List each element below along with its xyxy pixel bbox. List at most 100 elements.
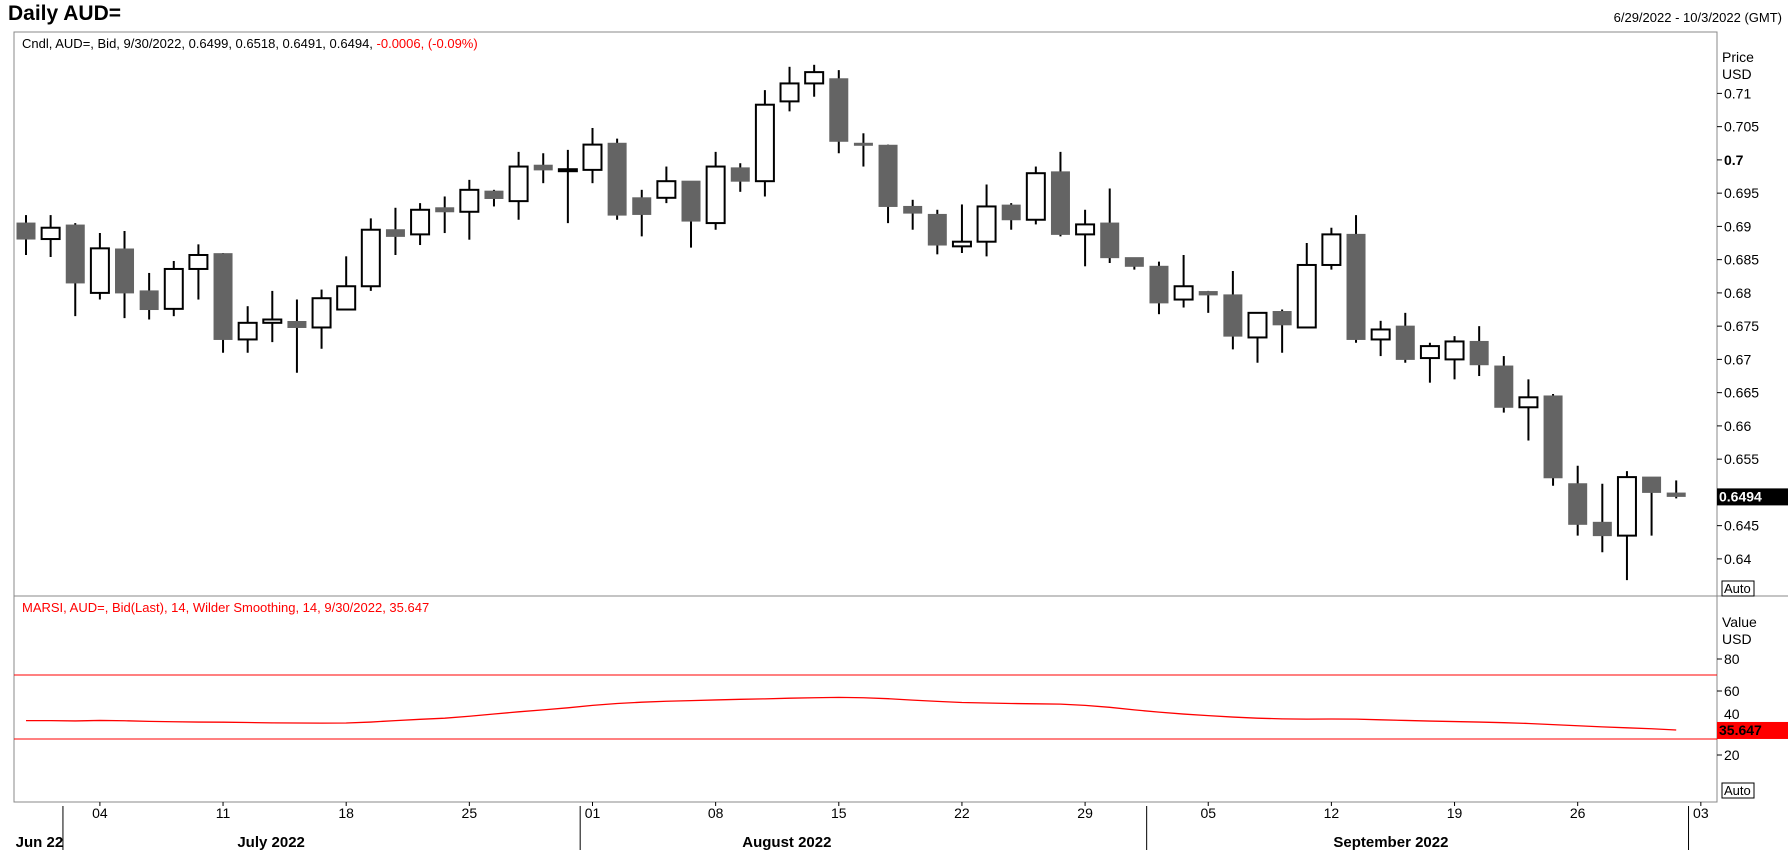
candle[interactable] [459,179,480,240]
candle[interactable] [853,133,873,167]
candle-body-up [705,165,726,225]
candle[interactable] [1025,166,1046,225]
candle[interactable] [1149,261,1169,315]
candle[interactable] [89,233,110,300]
candle[interactable] [410,203,431,246]
candle[interactable] [1346,215,1366,343]
price-tick-label: 0.69 [1724,218,1751,234]
candle[interactable] [1666,480,1686,499]
candle[interactable] [681,180,701,248]
candle-body-down [681,180,701,222]
candle[interactable] [484,189,504,207]
candle[interactable] [951,204,972,253]
plot-frame [13,31,1718,803]
candle[interactable] [1370,320,1391,357]
rsi-tick-label: 60 [1724,683,1740,699]
candle[interactable] [754,90,775,197]
candle-body-down [1666,492,1686,497]
rsi-tick-label: 80 [1724,651,1740,667]
rsi-auto-button[interactable]: Auto [1721,782,1755,799]
candle[interactable] [1395,312,1415,363]
candle[interactable] [1616,471,1637,581]
candle[interactable] [65,223,85,317]
x-month-label: Jun 22 [16,834,64,851]
candle[interactable] [779,66,800,112]
candle[interactable] [1223,270,1243,350]
candle-body-up [754,103,775,183]
candle[interactable] [878,144,898,224]
candle[interactable] [632,189,652,237]
candle[interactable] [1075,209,1096,267]
candle[interactable] [435,196,455,234]
x-month-label: July 2022 [237,834,305,851]
candle[interactable] [262,290,283,343]
candle[interactable] [903,199,923,230]
candle[interactable] [237,306,258,353]
candle[interactable] [927,209,947,255]
candle-body-down [65,224,85,284]
candle[interactable] [730,163,750,192]
x-day-label: 19 [1447,805,1463,821]
candle[interactable] [1100,188,1120,263]
candle[interactable] [1296,243,1317,329]
candle[interactable] [1050,151,1070,237]
candle[interactable] [705,151,726,230]
candle-body-down [1642,476,1662,493]
candle[interactable] [1444,336,1465,380]
x-day-label: 03 [1693,805,1709,821]
candle[interactable] [557,149,578,224]
candle-body-down [853,142,873,146]
candle[interactable] [829,70,849,154]
candle[interactable] [287,299,307,373]
candle[interactable] [311,289,332,349]
candle[interactable] [1592,483,1612,553]
candle[interactable] [139,272,159,320]
candle[interactable] [1494,356,1514,413]
candle[interactable] [40,215,61,257]
candle[interactable] [1124,257,1144,270]
candle-body-up [311,297,332,329]
candle-body-down [1124,257,1144,267]
rsi-axis-title: Value [1722,614,1757,630]
x-day-label: 29 [1077,805,1093,821]
price-tick-label: 0.705 [1724,119,1759,135]
candle[interactable] [582,127,603,184]
candle-body-down [1395,325,1415,360]
candle[interactable] [1001,203,1021,230]
candle[interactable] [16,215,36,255]
candle[interactable] [1419,342,1440,383]
candle[interactable] [1543,393,1563,486]
candle[interactable] [1469,326,1489,377]
price-tick-label: 0.645 [1724,518,1759,534]
candle-body-up [1247,311,1268,339]
candle-body-up [237,321,258,341]
candle-body-down [607,142,627,216]
candle[interactable] [1272,309,1292,353]
candle[interactable] [213,253,233,353]
candle[interactable] [533,153,553,184]
candle[interactable] [804,64,825,97]
candle[interactable] [163,260,184,317]
candle[interactable] [336,256,357,311]
candle-body-up [1518,396,1539,409]
candle[interactable] [1321,227,1342,270]
candle[interactable] [508,151,529,220]
candle[interactable] [385,207,405,255]
candle-body-up [1444,340,1465,361]
candle[interactable] [188,244,209,300]
candle[interactable] [1642,476,1662,536]
candle[interactable] [607,138,627,220]
candle[interactable] [656,166,677,204]
candle[interactable] [976,184,997,257]
candle[interactable] [1568,465,1588,536]
candle[interactable] [115,231,135,319]
candle[interactable] [360,218,381,291]
candle-body-down [115,248,135,294]
price-auto-button[interactable]: Auto [1721,580,1755,597]
candle[interactable] [1173,254,1194,308]
candle[interactable] [1247,311,1268,363]
candle-body-down [903,205,923,214]
candle[interactable] [1198,290,1218,313]
candle[interactable] [1518,379,1539,441]
